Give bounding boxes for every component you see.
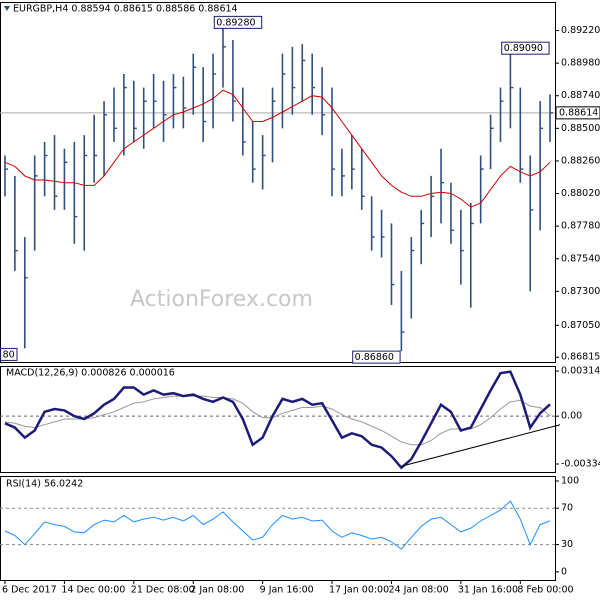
y-tick-label: 0.88260 — [561, 155, 600, 166]
x-tick-label: 31 Jan 16:00 — [458, 585, 518, 596]
y-tick-label: 0.87780 — [561, 221, 600, 232]
rsi-line — [4, 500, 551, 550]
y-tick-label: 0.87540 — [561, 253, 600, 264]
y-tick-label: 0.89220 — [561, 25, 600, 36]
y-tick-label: 0.86815 — [561, 352, 600, 363]
rsi-title: RSI(14) 56.0242 — [6, 479, 83, 490]
y-tick-label: 0.88980 — [561, 58, 600, 69]
macd-title: MACD(12,26,9) 0.000826 0.000016 — [6, 368, 175, 379]
y-tick-label: 0.88500 — [561, 123, 600, 134]
macd-signal — [4, 395, 551, 446]
annotation-box — [213, 15, 263, 29]
macd-main — [4, 370, 551, 470]
annotation-label: 0.86860 — [355, 352, 394, 363]
y-tick-label: 0.003146 — [561, 366, 600, 377]
y-tick-label: 70 — [561, 503, 573, 514]
x-tick-label: 17 Jan 00:00 — [329, 585, 389, 596]
trendline — [401, 424, 561, 467]
x-tick-label: 8 Feb 00:00 — [517, 585, 573, 596]
y-tick-label: 0.87300 — [561, 286, 600, 297]
macd-panel — [0, 366, 556, 473]
y-tick-label: 0 — [561, 566, 567, 577]
price-panel — [0, 2, 556, 363]
y-tick-label: -0.003342 — [561, 459, 600, 470]
y-tick-label: 0.00 — [561, 411, 582, 422]
annotation-label: 80 — [3, 349, 15, 360]
current-price-label: 0.88614 — [559, 107, 598, 118]
moving-average — [4, 89, 551, 208]
x-tick-label: 9 Jan 16:00 — [260, 585, 314, 596]
current-price-box — [555, 106, 600, 120]
annotation-label: 0.89280 — [216, 17, 255, 28]
rsi-panel — [0, 476, 556, 581]
chart-title: EURGBP,H4 0.88594 0.88615 0.88586 0.8861… — [13, 4, 238, 15]
y-tick-label: 0.87050 — [561, 320, 600, 331]
watermark: ActionForex.com — [130, 287, 313, 312]
x-tick-label: 14 Dec 00:00 — [61, 585, 125, 596]
annotation-label: 0.89090 — [504, 43, 543, 54]
annotation-box — [352, 350, 401, 364]
y-tick-label: 0.88740 — [561, 90, 600, 101]
annotation-box — [501, 41, 550, 55]
symbol-icon — [4, 6, 10, 11]
annotation-box — [0, 347, 18, 361]
y-tick-label: 100 — [561, 475, 579, 486]
y-tick-label: 0.88020 — [561, 188, 600, 199]
x-tick-label: 6 Dec 2017 — [2, 585, 57, 596]
x-tick-label: 2 Jan 08:00 — [190, 585, 244, 596]
x-tick-label: 21 Dec 08:00 — [131, 585, 195, 596]
y-tick-label: 30 — [561, 539, 573, 550]
x-tick-label: 24 Jan 08:00 — [388, 585, 448, 596]
